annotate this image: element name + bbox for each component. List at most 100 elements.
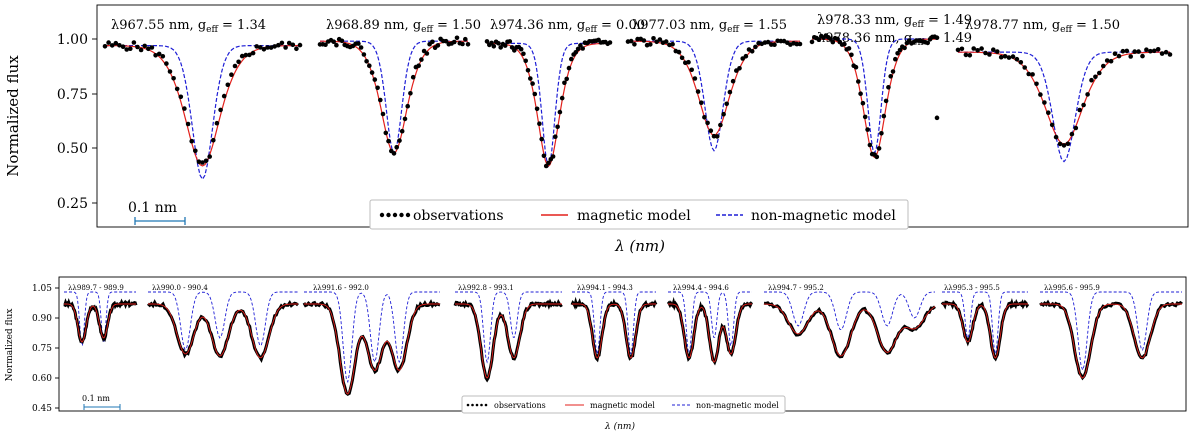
magnetic-model-line <box>1040 303 1182 379</box>
bottom-xlabel: λ (nm) <box>604 421 635 432</box>
observation-point <box>1042 100 1047 105</box>
observation-point <box>128 46 133 51</box>
observation-point <box>772 42 777 47</box>
bottom-panel-title: λλ994.4 - 994.6 <box>673 284 729 292</box>
observation-point <box>279 40 285 46</box>
observation-point <box>1144 47 1149 52</box>
observation-point <box>569 56 574 62</box>
magnetic-model-line <box>487 42 610 167</box>
observation-point <box>860 100 866 106</box>
top-ytick-label: 0.25 <box>57 196 88 212</box>
observation-point <box>364 59 369 64</box>
observation-point <box>628 38 634 44</box>
observation-point <box>534 106 540 112</box>
magnetic-model-line <box>942 303 1028 359</box>
observation-point <box>397 138 402 143</box>
observation-point <box>117 43 122 48</box>
observation-point <box>1163 49 1169 55</box>
observation-point <box>1057 141 1063 147</box>
observation-point <box>1081 102 1086 108</box>
observation-point <box>676 49 682 55</box>
observation-point <box>178 94 184 100</box>
nonmagnetic-model-line <box>628 40 800 152</box>
observation-point <box>1124 48 1130 54</box>
bottom-panel-titles: λλ989.7 - 989.9 λλ990.0 - 990.4 λλ991.6 … <box>68 284 1100 292</box>
observation-point <box>443 38 449 44</box>
observation-point <box>1101 63 1106 69</box>
observation-point <box>239 53 245 59</box>
observation-point <box>243 52 249 58</box>
observation-point <box>142 43 147 49</box>
bottom-axes-frame <box>58 276 1187 412</box>
observation-point <box>749 49 755 54</box>
observation-point <box>867 142 873 148</box>
observation-point <box>721 111 726 117</box>
observation-point <box>361 52 367 57</box>
observation-point <box>979 46 984 51</box>
observation-point <box>983 50 988 56</box>
bottom-legend: observations magnetic model non-magnetic… <box>461 395 786 414</box>
bottom-scale-bar-label: 0.1 nm <box>82 394 110 403</box>
observation-point <box>232 63 238 69</box>
observation-point <box>272 44 278 49</box>
top-yticks: 1.00 0.75 0.50 0.25 <box>57 32 97 212</box>
observation-point <box>261 47 267 52</box>
observation-point <box>858 91 863 96</box>
observation-point <box>372 77 378 82</box>
observation-point <box>1132 49 1137 54</box>
bottom-panel-title: λλ995.3 - 995.5 <box>944 284 1000 292</box>
observation-point <box>258 45 263 50</box>
observation-point <box>730 78 736 84</box>
observation-point <box>131 40 137 45</box>
bottom-panel-title: λλ989.7 - 989.9 <box>68 284 124 292</box>
observation-point <box>460 41 465 47</box>
top-panel-title: λ968.89 nm, geff = 1.50 <box>326 18 481 35</box>
observation-point <box>670 41 675 47</box>
observation-point <box>740 56 745 61</box>
observation-point <box>294 46 299 52</box>
observation-point <box>463 36 468 42</box>
top-xlabel: λ (nm) <box>614 237 665 255</box>
observation-point <box>171 76 176 81</box>
observation-point <box>254 44 259 49</box>
observation-point <box>113 40 119 46</box>
legend-nonmagnetic-label: non-magnetic model <box>751 208 896 224</box>
observation-point <box>394 144 400 150</box>
observation-point <box>991 47 996 52</box>
top-panel-titles: λ967.55 nm, geff = 1.34 λ968.89 nm, geff… <box>111 13 1120 48</box>
observation-point <box>743 53 749 59</box>
observation-point <box>708 128 714 133</box>
observation-point <box>435 43 441 48</box>
observation-point <box>663 39 669 44</box>
observation-point <box>221 93 227 99</box>
observation-point <box>339 38 345 44</box>
observation-point <box>1089 77 1094 83</box>
observation-point <box>430 39 435 45</box>
magnetic-model-line <box>812 38 937 159</box>
magnetic-model-line <box>105 45 300 167</box>
magnetic-model-line <box>764 303 936 357</box>
observation-point <box>218 107 223 113</box>
observation-point <box>888 74 893 79</box>
observation-point <box>699 100 704 105</box>
observation-point <box>856 79 861 84</box>
observation-point <box>408 91 413 96</box>
observation-point <box>778 38 784 44</box>
top-scale-bar-label: 0.1 nm <box>128 200 177 216</box>
observation-point <box>564 76 569 82</box>
observation-point <box>654 39 659 45</box>
nonmagnetic-model-line <box>668 291 752 354</box>
observation-point <box>160 54 166 59</box>
observation-point <box>557 109 563 115</box>
nonmagnetic-model-line <box>1040 291 1182 372</box>
observation-point <box>641 38 647 43</box>
top-legend: observations magnetic model non-magnetic… <box>369 199 909 230</box>
top-panel-title: λ978.77 nm, geff = 1.50 <box>965 18 1120 35</box>
observation-point <box>378 97 383 103</box>
observation-point <box>753 44 758 50</box>
observation-point <box>102 44 108 49</box>
observation-point <box>1148 48 1153 54</box>
observation-point <box>1073 125 1079 131</box>
observation-point <box>532 91 538 97</box>
observation-point <box>399 128 405 134</box>
